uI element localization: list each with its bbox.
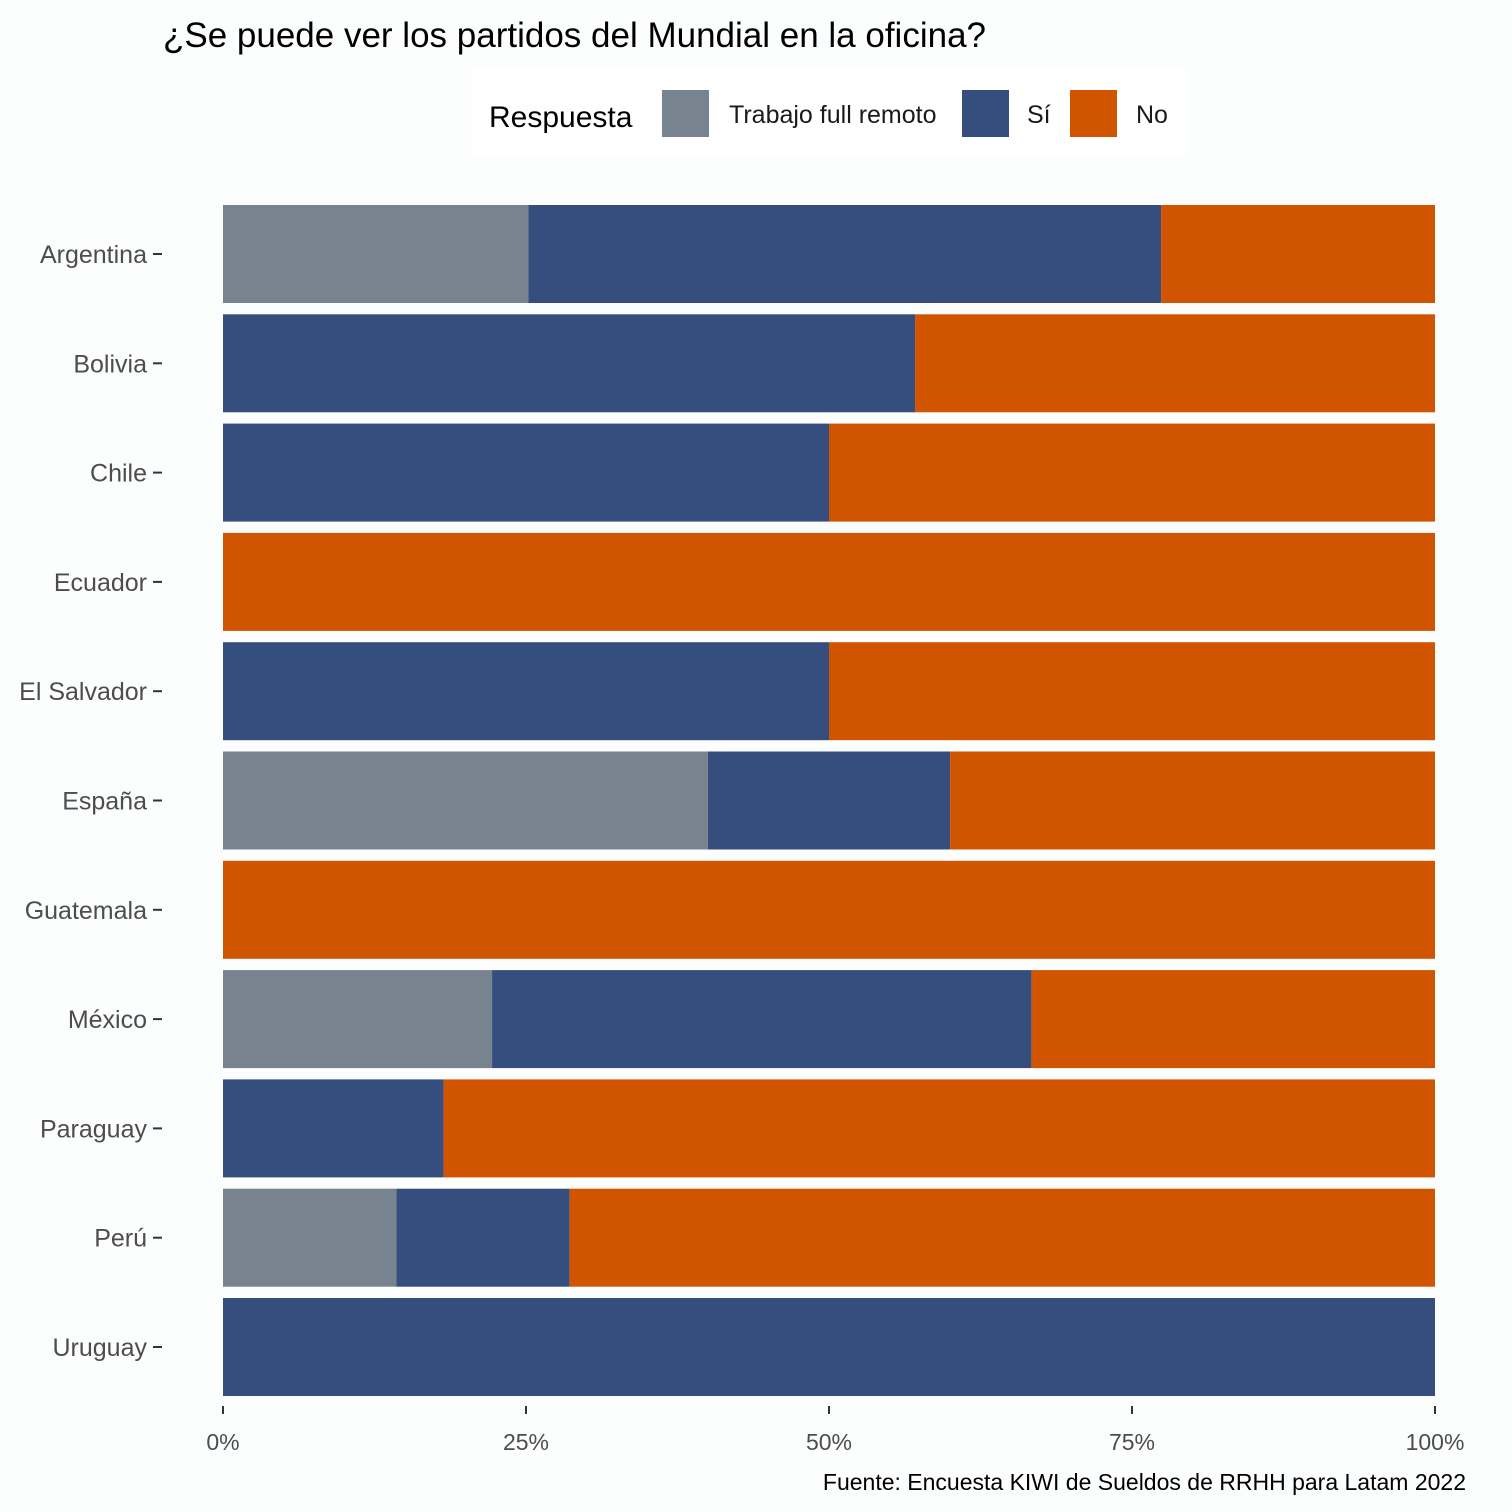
legend-swatch-trabajo-full-remoto [662,90,709,137]
category-label-ecuador: Ecuador [54,569,147,597]
legend-swatch-no [1070,90,1117,137]
bar-espana-trabajo-full-remoto [223,751,708,850]
category-label-argentina: Argentina [40,241,147,269]
bar-espana-no [950,751,1435,850]
y-axis: Argentina Bolivia Chile Ecuador El Salvador E… [19,241,162,1362]
bar-paraguay-no [443,1079,1436,1178]
x-tick-label: 25% [503,1429,549,1455]
bar-mexico-trabajo-full-remoto [223,970,493,1069]
bar-paraguay-si [223,1079,444,1178]
bar-peru-no [569,1188,1435,1287]
legend-title: Respuesta [489,101,633,134]
category-label-el-salvador: El Salvador [19,678,147,706]
bar-peru-si [396,1188,570,1287]
category-label-espana: España [62,788,147,816]
category-label-uruguay: Uruguay [53,1334,148,1362]
chart-title: ¿Se puede ver los partidos del Mundial e… [163,16,986,55]
category-label-chile: Chile [90,460,147,488]
legend-label-trabajo-full-remoto: Trabajo full remoto [729,101,937,129]
bar-chile-no [829,423,1435,522]
category-label-guatemala: Guatemala [25,897,147,925]
bar-argentina-no [1161,205,1435,303]
bar-ecuador-no [223,532,1435,631]
category-label-bolivia: Bolivia [73,350,147,378]
legend: Respuesta Trabajo full remoto Sí No [472,70,1186,156]
chart-caption: Fuente: Encuesta KIWI de Sueldos de RRHH… [823,1469,1466,1495]
bar-uruguay-si [223,1298,1435,1396]
bar-el-salvador-si [223,642,829,741]
bar-argentina-trabajo-full-remoto [223,205,529,303]
x-tick-label: 75% [1109,1429,1155,1455]
bar-espana-si [707,751,951,850]
bar-bolivia-no [915,314,1435,413]
bar-chile-si [223,423,829,522]
category-label-peru: Perú [94,1225,147,1253]
bar-mexico-si [492,970,1032,1069]
legend-swatch-si [962,90,1009,137]
legend-label-si: Sí [1027,101,1051,129]
bar-bolivia-si [223,314,916,413]
legend-background [472,70,1186,156]
x-tick-label: 100% [1406,1429,1465,1455]
x-tick-label: 0% [206,1429,239,1455]
bar-peru-trabajo-full-remoto [223,1188,397,1287]
category-label-paraguay: Paraguay [40,1115,148,1143]
category-label-mexico: México [68,1006,147,1034]
bar-el-salvador-no [829,642,1435,741]
bar-guatemala-no [223,860,1435,959]
bar-argentina-si [528,205,1162,303]
bars-layer [223,205,1436,1396]
x-axis: 0% 25% 50% 75% 100% [206,1406,1464,1455]
x-tick-label: 50% [806,1429,852,1455]
legend-label-no: No [1136,101,1168,129]
bar-mexico-no [1031,970,1435,1069]
